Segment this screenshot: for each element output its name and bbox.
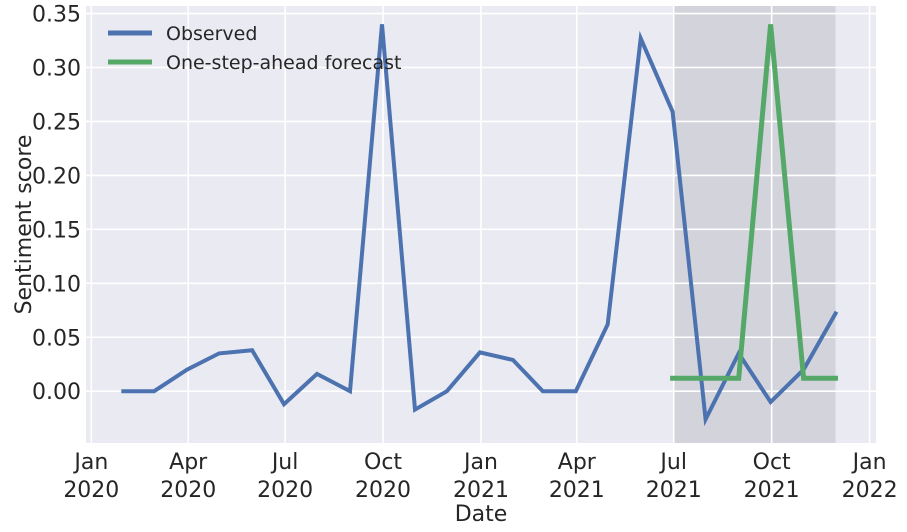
x-tick-label: 2021 <box>549 478 605 503</box>
forecast-series-line <box>670 24 838 381</box>
x-tick-label: 2021 <box>646 478 702 503</box>
x-tick-label: Apr <box>169 450 208 475</box>
legend-label: Observed <box>166 23 257 45</box>
x-tick-label: Jan <box>72 450 108 475</box>
y-tick-label: 0.10 <box>32 272 81 297</box>
legend-label: One-step-ahead forecast <box>166 52 401 74</box>
x-tick-label: Oct <box>753 450 791 475</box>
y-tick-label: 0.15 <box>32 218 81 243</box>
y-tick-label: 0.25 <box>32 110 81 135</box>
x-tick-label: Jul <box>658 450 687 475</box>
y-tick-label: 0.20 <box>32 164 81 189</box>
y-axis-title: Sentiment score <box>12 135 37 315</box>
x-tick-label: 2021 <box>453 478 509 503</box>
y-tick-label: 0.05 <box>32 326 81 351</box>
x-tick-label: 2020 <box>63 478 119 503</box>
x-tick-label: Jan <box>851 450 887 475</box>
observed-series-line <box>121 24 839 427</box>
x-tick-label: Oct <box>364 450 402 475</box>
x-tick-label: 2020 <box>160 478 216 503</box>
y-tick-label: 0.30 <box>32 57 81 82</box>
x-tick-label: Jan <box>462 450 498 475</box>
x-tick-label: Apr <box>558 450 597 475</box>
x-tick-label: 2021 <box>744 478 800 503</box>
x-tick-label: 2020 <box>355 478 411 503</box>
y-tick-label: 0.35 <box>32 3 81 28</box>
x-tick-label: 2022 <box>842 478 898 503</box>
x-tick-label: 2020 <box>257 478 313 503</box>
x-axis-title: Date <box>455 502 508 527</box>
x-tick-label: Jul <box>270 450 299 475</box>
y-tick-label: 0.00 <box>32 380 81 405</box>
